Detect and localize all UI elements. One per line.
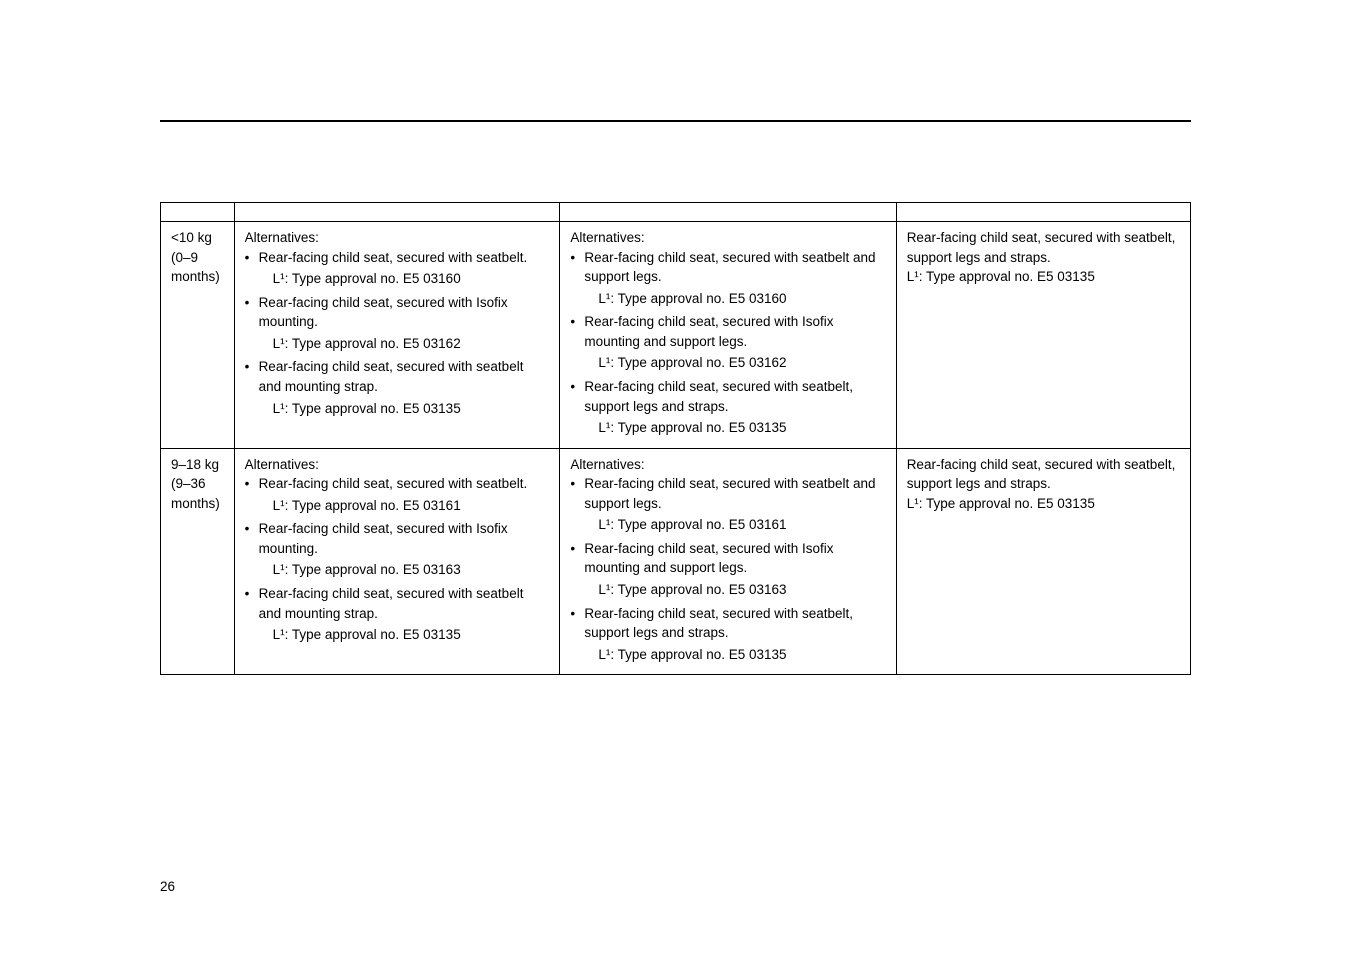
weight-age-cell: 9–18 kg (9–36 months) [161, 448, 235, 675]
item-main: Rear-facing child seat, secured with sea… [259, 586, 524, 621]
recommendation-approval: L¹: Type approval no. E5 03135 [907, 269, 1095, 284]
item-main: Rear-facing child seat, secured with sea… [584, 476, 875, 511]
age-label: (0–9 months) [171, 250, 220, 285]
item-main: Rear-facing child seat, secured with Iso… [584, 314, 833, 349]
item-sub: L¹: Type approval no. E5 03161 [584, 515, 885, 535]
item-sub: L¹: Type approval no. E5 03135 [259, 399, 550, 419]
item-sub: L¹: Type approval no. E5 03162 [259, 334, 550, 354]
list-item: Rear-facing child seat, secured with Iso… [245, 293, 550, 354]
recommendation-cell: Rear-facing child seat, secured with sea… [896, 448, 1190, 675]
top-divider [160, 120, 1191, 122]
weight-label: 9–18 kg [171, 457, 219, 472]
item-main: Rear-facing child seat, secured with sea… [584, 379, 853, 414]
page-number: 26 [160, 879, 175, 894]
alternatives-cell-1: Alternatives: Rear-facing child seat, se… [234, 448, 560, 675]
recommendation-text: Rear-facing child seat, secured with sea… [907, 457, 1176, 492]
item-sub: L¹: Type approval no. E5 03160 [584, 289, 885, 309]
item-main: Rear-facing child seat, secured with Iso… [259, 521, 508, 556]
item-sub: L¹: Type approval no. E5 03160 [259, 269, 550, 289]
item-sub: L¹: Type approval no. E5 03162 [584, 353, 885, 373]
alternatives-heading: Alternatives: [570, 455, 885, 475]
weight-label: <10 kg [171, 230, 212, 245]
list-item: Rear-facing child seat, secured with sea… [570, 377, 885, 438]
alternatives-cell-1: Alternatives: Rear-facing child seat, se… [234, 222, 560, 449]
recommendation-approval: L¹: Type approval no. E5 03135 [907, 496, 1095, 511]
list-item: Rear-facing child seat, secured with sea… [570, 248, 885, 309]
alternatives-list: Rear-facing child seat, secured with sea… [570, 474, 885, 664]
page-content: <10 kg (0–9 months) Alternatives: Rear-f… [0, 0, 1351, 675]
alternatives-list: Rear-facing child seat, secured with sea… [245, 248, 550, 419]
item-sub: L¹: Type approval no. E5 03135 [259, 625, 550, 645]
child-seat-table: <10 kg (0–9 months) Alternatives: Rear-f… [160, 202, 1191, 675]
list-item: Rear-facing child seat, secured with Iso… [570, 539, 885, 600]
alternatives-heading: Alternatives: [245, 455, 550, 475]
alternatives-list: Rear-facing child seat, secured with sea… [245, 474, 550, 645]
table-header-row [161, 203, 1191, 222]
item-sub: L¹: Type approval no. E5 03135 [584, 418, 885, 438]
alternatives-list: Rear-facing child seat, secured with sea… [570, 248, 885, 438]
item-main: Rear-facing child seat, secured with sea… [584, 250, 875, 285]
item-main: Rear-facing child seat, secured with sea… [584, 606, 853, 641]
table-row: 9–18 kg (9–36 months) Alternatives: Rear… [161, 448, 1191, 675]
list-item: Rear-facing child seat, secured with sea… [570, 474, 885, 535]
alternatives-cell-2: Alternatives: Rear-facing child seat, se… [560, 222, 896, 449]
list-item: Rear-facing child seat, secured with sea… [245, 357, 550, 418]
weight-age-cell: <10 kg (0–9 months) [161, 222, 235, 449]
item-main: Rear-facing child seat, secured with sea… [259, 476, 528, 491]
item-sub: L¹: Type approval no. E5 03163 [259, 560, 550, 580]
list-item: Rear-facing child seat, secured with sea… [570, 604, 885, 665]
alternatives-heading: Alternatives: [570, 228, 885, 248]
list-item: Rear-facing child seat, secured with sea… [245, 584, 550, 645]
item-main: Rear-facing child seat, secured with Iso… [584, 541, 833, 576]
alternatives-heading: Alternatives: [245, 228, 550, 248]
item-sub: L¹: Type approval no. E5 03161 [259, 496, 550, 516]
item-sub: L¹: Type approval no. E5 03135 [584, 645, 885, 665]
item-main: Rear-facing child seat, secured with sea… [259, 359, 524, 394]
item-main: Rear-facing child seat, secured with sea… [259, 250, 528, 265]
item-main: Rear-facing child seat, secured with Iso… [259, 295, 508, 330]
list-item: Rear-facing child seat, secured with sea… [245, 248, 550, 289]
list-item: Rear-facing child seat, secured with Iso… [245, 519, 550, 580]
item-sub: L¹: Type approval no. E5 03163 [584, 580, 885, 600]
table-row: <10 kg (0–9 months) Alternatives: Rear-f… [161, 222, 1191, 449]
list-item: Rear-facing child seat, secured with Iso… [570, 312, 885, 373]
alternatives-cell-2: Alternatives: Rear-facing child seat, se… [560, 448, 896, 675]
age-label: (9–36 months) [171, 476, 220, 511]
recommendation-text: Rear-facing child seat, secured with sea… [907, 230, 1176, 265]
recommendation-cell: Rear-facing child seat, secured with sea… [896, 222, 1190, 449]
list-item: Rear-facing child seat, secured with sea… [245, 474, 550, 515]
